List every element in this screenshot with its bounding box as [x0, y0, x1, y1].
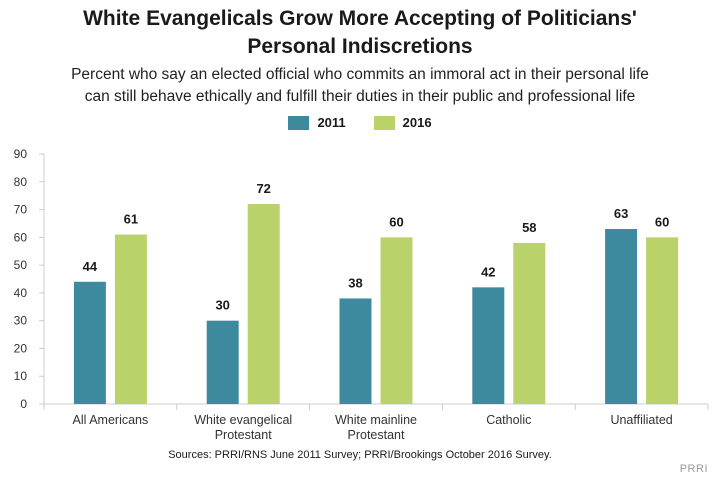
y-tick-label-60: 60: [14, 230, 28, 244]
data-label-2011-1: 30: [215, 298, 229, 313]
legend: 2011 2016: [0, 115, 720, 131]
legend-swatch-2011: [288, 116, 310, 130]
y-tick-label-30: 30: [14, 314, 28, 328]
bar-2011-3: [472, 287, 505, 404]
prri-credit: PRRI: [679, 463, 708, 475]
category-label-2-1: Protestant: [348, 428, 406, 442]
data-label-2011-0: 44: [83, 259, 98, 274]
y-tick-label-90: 90: [14, 147, 28, 161]
bar-2011-0: [73, 281, 106, 404]
bar-2016-4: [646, 237, 679, 404]
data-label-2011-4: 63: [614, 206, 628, 221]
bar-2016-2: [380, 237, 413, 404]
data-label-2016-0: 61: [124, 212, 138, 227]
y-tick-label-0: 0: [20, 397, 27, 411]
chart-title-line-1: White Evangelicals Grow More Accepting o…: [83, 7, 637, 30]
bar-2011-1: [206, 320, 239, 404]
y-tick-label-70: 70: [14, 203, 28, 217]
y-tick-label-40: 40: [14, 286, 28, 300]
legend-label-2011: 2011: [317, 115, 346, 130]
y-tick-label-50: 50: [14, 258, 28, 272]
legend-label-2016: 2016: [402, 115, 432, 130]
category-label-0-0: All Americans: [73, 413, 149, 427]
chart-subtitle-line-2: can still behave ethically and fulfill t…: [84, 88, 636, 105]
data-label-2016-2: 60: [389, 214, 403, 229]
legend-swatch-2016: [373, 116, 395, 130]
category-label-1-0: White evangelical: [194, 413, 292, 427]
bar-2016-3: [513, 242, 546, 404]
data-label-2011-2: 38: [348, 275, 362, 290]
y-tick-label-80: 80: [14, 175, 28, 189]
legend-item-2011: 2011: [288, 115, 346, 131]
category-label-2-0: White mainline: [335, 413, 417, 427]
data-label-2016-4: 60: [655, 214, 669, 229]
chart-title-line-2: Personal Indiscretions: [247, 35, 473, 58]
bar-2016-1: [247, 204, 280, 404]
legend-item-2016: 2016: [373, 115, 432, 131]
chart-subtitle-line-1: Percent who say an elected official who …: [71, 66, 649, 83]
category-label-1-1: Protestant: [215, 428, 273, 442]
category-label-3-0: Catholic: [486, 413, 531, 427]
data-label-2016-1: 72: [256, 181, 270, 196]
bar-2011-2: [339, 298, 372, 404]
source-note: Sources: PRRI/RNS June 2011 Survey; PRRI…: [168, 449, 552, 461]
data-label-2016-3: 58: [522, 220, 536, 235]
data-label-2011-3: 42: [481, 264, 495, 279]
y-tick-label-10: 10: [14, 369, 28, 383]
bar-2011-4: [605, 229, 638, 404]
bar-2016-0: [114, 234, 147, 404]
category-label-4-0: Unaffiliated: [610, 413, 672, 427]
y-tick-label-20: 20: [14, 341, 28, 355]
